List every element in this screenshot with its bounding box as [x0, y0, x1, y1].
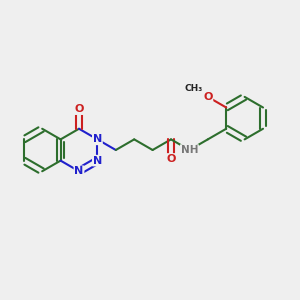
Text: O: O — [74, 104, 84, 114]
Text: N: N — [93, 134, 102, 144]
Text: O: O — [203, 92, 212, 102]
Text: N: N — [93, 156, 102, 166]
Text: NH: NH — [181, 145, 198, 155]
Text: O: O — [166, 154, 176, 164]
Text: CH₃: CH₃ — [185, 84, 203, 93]
Text: N: N — [74, 166, 84, 176]
